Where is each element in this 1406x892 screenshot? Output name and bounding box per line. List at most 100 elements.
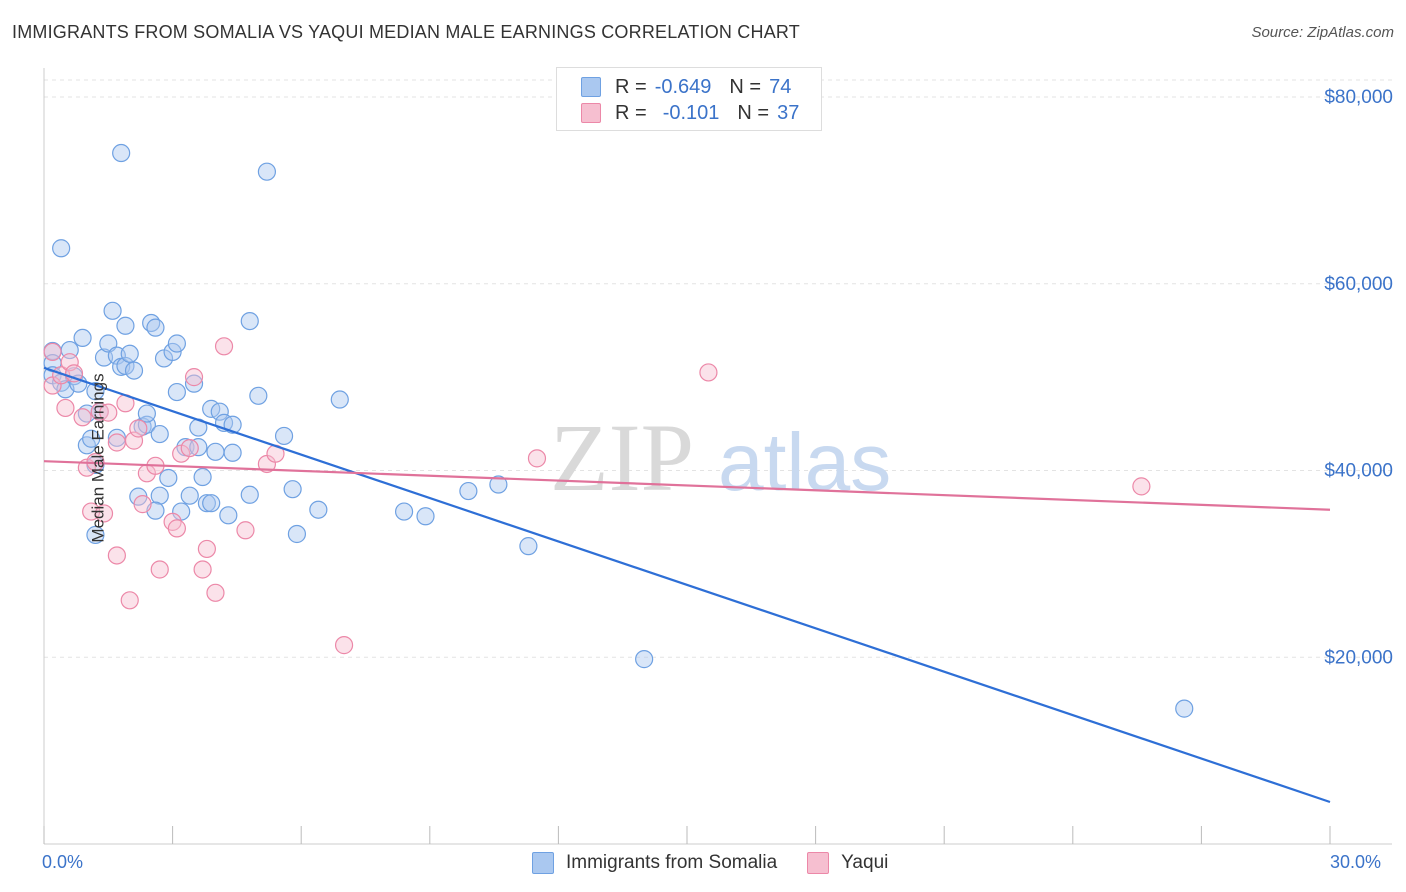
point-somalia: [287, 524, 307, 544]
chart-source: Source: ZipAtlas.com: [1251, 24, 1394, 41]
point-somalia: [197, 494, 216, 513]
point-somalia: [206, 442, 225, 461]
point-yaqui: [60, 353, 79, 372]
point-somalia: [519, 537, 538, 556]
legend-swatch-yaqui: [807, 852, 830, 874]
point-yaqui: [197, 539, 216, 559]
point-somalia: [124, 361, 144, 380]
y-tick-label: $20,000: [1324, 647, 1393, 668]
point-yaqui: [133, 495, 152, 514]
point-somalia: [52, 239, 71, 258]
point-somalia: [120, 344, 139, 363]
point-yaqui: [124, 431, 144, 450]
legend-stats-row-yaqui: R = -0.101 N = 37: [581, 101, 799, 125]
legend-swatch-yaqui: [581, 103, 601, 123]
point-somalia: [163, 342, 182, 362]
trend-lines: [43, 366, 1331, 804]
point-somalia: [112, 143, 131, 163]
point-somalia: [202, 494, 221, 513]
point-somalia: [167, 334, 186, 353]
legend-swatch-somalia: [581, 77, 601, 97]
point-yaqui: [527, 449, 547, 468]
n-value: 37: [777, 101, 800, 124]
point-somalia: [86, 525, 105, 545]
point-yaqui: [107, 546, 126, 565]
point-yaqui: [43, 342, 62, 362]
legend-item-yaqui: Yaqui: [807, 852, 888, 874]
watermark-zip: ZIP: [550, 404, 694, 511]
point-somalia: [240, 312, 259, 331]
legend-stats-row-somalia: R = -0.649 N = 74: [581, 75, 791, 99]
point-yaqui: [334, 636, 354, 655]
point-somalia: [489, 475, 508, 494]
trend-line-somalia: [43, 366, 1331, 804]
point-somalia: [116, 356, 135, 376]
point-yaqui: [150, 560, 169, 579]
point-somalia: [219, 506, 238, 525]
y-tick-label: $40,000: [1324, 461, 1393, 482]
point-somalia: [137, 404, 156, 423]
point-somalia: [459, 481, 478, 501]
point-somalia: [82, 429, 101, 448]
point-somalia: [249, 386, 268, 405]
n-value: 74: [769, 75, 792, 98]
point-yaqui: [107, 433, 126, 452]
data-points: [43, 143, 1194, 718]
point-yaqui: [94, 504, 114, 523]
point-yaqui: [73, 408, 92, 427]
point-somalia: [180, 486, 199, 505]
point-yaqui: [184, 368, 204, 387]
point-yaqui: [1132, 477, 1151, 496]
axes: [43, 68, 1392, 845]
point-somalia: [635, 650, 654, 669]
r-value: -0.649: [654, 75, 712, 98]
chart-title: IMMIGRANTS FROM SOMALIA VS YAQUI MEDIAN …: [12, 22, 800, 42]
point-yaqui: [699, 363, 718, 382]
point-somalia: [69, 374, 88, 393]
point-yaqui: [56, 398, 75, 418]
point-somalia: [274, 426, 294, 446]
point-yaqui: [206, 583, 225, 602]
legend-swatch-somalia: [532, 852, 554, 874]
point-somalia: [150, 424, 169, 444]
point-somalia: [223, 443, 242, 462]
point-somalia: [257, 162, 277, 181]
point-yaqui: [193, 560, 212, 579]
y-tick-label: $60,000: [1324, 274, 1393, 295]
legend-label-yaqui: Yaqui: [841, 852, 889, 873]
point-somalia: [150, 486, 169, 505]
point-yaqui: [167, 519, 186, 538]
point-somalia: [330, 390, 349, 409]
point-somalia: [240, 485, 259, 504]
point-somalia: [193, 467, 212, 487]
legend-label-somalia: Immigrants from Somalia: [566, 852, 778, 873]
y-tick-labels: $20,000 $40,000 $60,000 $80,000: [1324, 87, 1393, 668]
n-label: N =: [737, 101, 770, 124]
point-somalia: [167, 382, 186, 402]
y-axis-label: Median Male Earnings: [88, 373, 108, 543]
trend-line-yaqui: [43, 460, 1331, 511]
point-somalia: [416, 507, 435, 526]
point-somalia: [146, 318, 165, 337]
point-yaqui: [120, 591, 139, 610]
point-yaqui: [180, 438, 199, 458]
point-somalia: [159, 468, 178, 488]
legend-item-somalia: Immigrants from Somalia: [532, 852, 777, 874]
point-somalia: [103, 301, 122, 320]
r-label: R =: [615, 75, 647, 98]
legend-series: Immigrants from Somalia Yaqui: [532, 852, 918, 874]
point-somalia: [283, 480, 302, 499]
point-yaqui: [99, 403, 118, 422]
point-yaqui: [236, 521, 255, 540]
point-somalia: [1175, 699, 1194, 718]
point-somalia: [73, 328, 92, 348]
point-somalia: [184, 374, 204, 393]
y-tick-label: $80,000: [1324, 87, 1393, 108]
r-value: -0.101: [662, 101, 720, 124]
point-somalia: [309, 500, 328, 519]
r-label: R =: [615, 101, 647, 124]
point-somalia: [394, 502, 414, 521]
x-tick-label-max: 30.0%: [1330, 852, 1382, 872]
point-somalia: [210, 402, 229, 421]
